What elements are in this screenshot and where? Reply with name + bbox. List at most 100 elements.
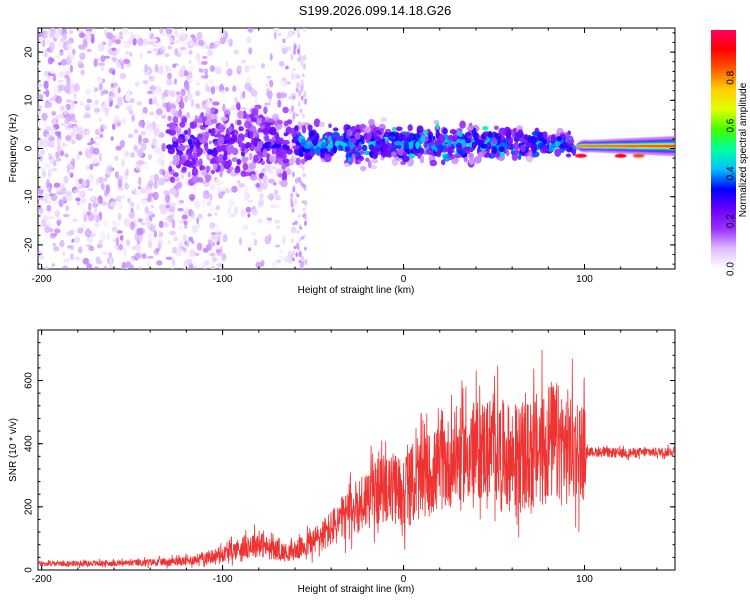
heatmap-cell — [246, 36, 252, 44]
heatmap-cell — [50, 126, 56, 135]
y-tick-label: 0 — [24, 145, 35, 151]
heatmap-cell — [87, 187, 93, 192]
heatmap-cell — [219, 36, 226, 45]
heatmap-cell — [153, 127, 161, 137]
heatmap-cell — [244, 65, 250, 74]
heatmap-cell — [99, 133, 104, 139]
heatmap-cell — [72, 125, 78, 134]
heatmap-cell — [152, 120, 156, 130]
heatmap-cell — [69, 64, 73, 73]
heatmap-cell — [286, 119, 293, 125]
heatmap-cell — [89, 232, 96, 237]
heatmap-cell — [111, 220, 116, 225]
heatmap-cell — [177, 226, 184, 231]
y-tick-label: 10 — [24, 94, 35, 106]
heatmap-cell — [134, 81, 140, 87]
heatmap-cell — [257, 218, 264, 224]
snr-line — [38, 349, 675, 569]
heatmap-cell — [182, 234, 187, 241]
heatmap-cell — [280, 180, 288, 188]
heatmap-cell — [222, 187, 226, 192]
heatmap-cell — [77, 227, 84, 234]
heatmap-cell — [140, 112, 146, 118]
heatmap-cell — [453, 153, 462, 159]
heatmap-cell — [473, 156, 482, 164]
heatmap-cell — [508, 136, 514, 145]
heatmap-cell — [90, 140, 96, 144]
heatmap-cell — [273, 144, 281, 149]
heatmap-cell — [237, 73, 244, 78]
heatmap-cell — [181, 155, 186, 164]
heatmap-cell — [226, 168, 232, 174]
heatmap-cell — [93, 58, 98, 67]
heatmap-cell — [133, 144, 138, 153]
heatmap-cell — [54, 131, 62, 136]
heatmap-cell — [54, 210, 61, 218]
heatmap-cell — [116, 230, 123, 234]
heatmap-cell — [54, 228, 61, 234]
heatmap-cell — [419, 155, 425, 164]
heatmap-cell — [186, 258, 192, 266]
heatmap-cell — [73, 236, 81, 244]
colorbar-tick-label: 0.6 — [726, 118, 737, 132]
heatmap-cell — [161, 31, 166, 36]
heatmap-cell — [176, 137, 184, 144]
heatmap-cell — [134, 232, 138, 241]
heatmap-cell — [337, 135, 345, 142]
heatmap-cell — [62, 251, 66, 256]
heatmap-cell — [145, 161, 149, 171]
heatmap-cell — [525, 155, 531, 162]
heatmap-cell — [118, 243, 124, 251]
heatmap-cell — [285, 65, 289, 70]
heatmap-cell — [506, 129, 512, 139]
heatmap-cell — [222, 154, 228, 161]
heatmap-cell — [131, 114, 135, 122]
heatmap-cell — [172, 63, 177, 69]
heatmap-cell — [299, 226, 303, 230]
heatmap-cell — [244, 192, 249, 201]
heatmap-cell — [56, 144, 62, 152]
heatmap-cell — [175, 127, 182, 134]
heatmap-cell — [191, 240, 195, 245]
heatmap-cell — [111, 226, 118, 232]
heatmap-cell — [165, 66, 172, 72]
heatmap-cell — [247, 213, 251, 218]
heatmap-cell — [51, 110, 57, 117]
heatmap-cell — [210, 169, 215, 175]
snr-ylabel: SNR (10 * v/v) — [8, 418, 19, 482]
heatmap-cell — [252, 117, 257, 123]
heatmap-cell — [201, 105, 210, 110]
y-tick-label: 400 — [24, 435, 35, 452]
heatmap-cell — [182, 70, 189, 77]
heatmap-cell — [293, 41, 297, 45]
heatmap-cell — [106, 164, 113, 174]
heatmap-cell — [50, 46, 54, 54]
heatmap-cell — [253, 154, 260, 163]
heatmap-cell — [47, 56, 54, 65]
heatmap-cell — [372, 159, 379, 164]
heatmap-cell — [191, 167, 198, 177]
y-tick-label: 0 — [24, 567, 35, 573]
heatmap-cell — [457, 130, 463, 138]
heatmap-cell — [298, 260, 302, 264]
heatmap-cell — [251, 108, 259, 116]
heatmap-cell — [245, 142, 252, 148]
heatmap-cell — [389, 136, 394, 142]
heatmap-cell — [152, 137, 158, 147]
heatmap-cell — [77, 60, 84, 68]
heatmap-cell — [89, 163, 94, 170]
heatmap-cell — [76, 153, 81, 160]
heatmap-cell — [242, 162, 249, 171]
heatmap-cell — [150, 204, 154, 209]
heatmap-cell — [118, 36, 124, 40]
colorbar-tick-label: 0.4 — [726, 166, 737, 180]
heatmap-cell — [88, 245, 95, 251]
heatmap-cell — [195, 141, 201, 149]
heatmap-cell — [236, 103, 241, 111]
heatmap-cell — [274, 189, 278, 196]
heatmap-cell — [204, 174, 212, 182]
heatmap-cell — [231, 134, 238, 143]
heatmap-cell — [46, 204, 52, 212]
heatmap-cell — [61, 187, 67, 195]
heatmap-cell — [237, 110, 244, 119]
